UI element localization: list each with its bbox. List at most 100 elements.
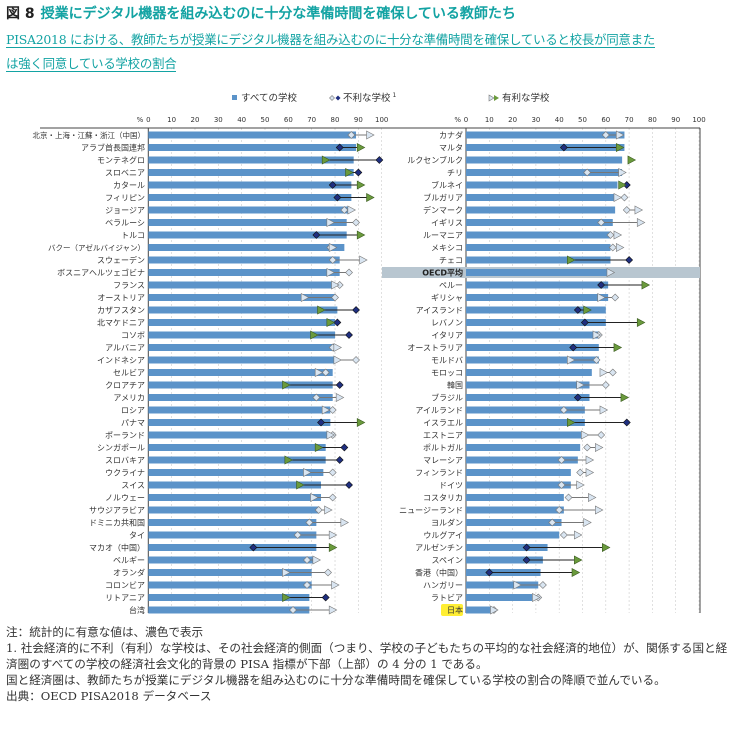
marker-advantaged	[613, 343, 623, 352]
marker-disadvantaged	[352, 306, 360, 314]
country-label: タイ	[129, 531, 145, 540]
marker-disadvantaged	[608, 243, 617, 252]
note-source: 出典：OECD PISA2018 データベース	[6, 689, 212, 703]
bar-all-schools	[148, 306, 338, 314]
marker-disadvantaged	[559, 143, 568, 152]
country-label: OECD平均	[422, 268, 463, 278]
country-label: サウジアラビア	[89, 506, 145, 515]
bar-all-schools	[466, 306, 606, 314]
marker-disadvantaged	[557, 456, 566, 464]
marker-advantaged	[366, 193, 375, 202]
bar-all-schools	[466, 406, 585, 414]
marker-disadvantaged	[340, 206, 349, 214]
bar-all-schools	[466, 194, 616, 201]
bar-all-schools	[148, 231, 347, 239]
country-label: アイスランド	[416, 306, 463, 315]
marker-disadvantaged	[333, 193, 342, 202]
marker-disadvantaged	[611, 293, 620, 302]
marker-advantaged	[571, 568, 581, 577]
country-label: フィリピン	[105, 194, 145, 203]
country-label: ドイツ	[439, 481, 463, 490]
marker-advantaged	[310, 330, 319, 340]
country-label: フランス	[113, 281, 145, 290]
x-tick-label: 90	[671, 116, 680, 124]
marker-advantaged	[333, 343, 342, 352]
country-label: ウルグアイ	[423, 530, 463, 540]
bar-all-schools	[466, 356, 599, 364]
marker-advantaged	[356, 180, 366, 190]
subtitle-line1: PISA2018 における、教師たちが授業にデジタル機器を組み込むのに十分な準備…	[6, 32, 656, 48]
country-label: ポーランド	[105, 431, 145, 440]
marker-advantaged	[583, 518, 592, 527]
country-label: デンマーク	[423, 205, 463, 215]
country-label: バクー（アゼルバイジャン）	[48, 243, 145, 253]
marker-disadvantaged	[606, 231, 615, 239]
country-label: セルビア	[113, 369, 145, 378]
marker-disadvantaged	[573, 393, 582, 402]
country-label: ブラジル	[431, 393, 463, 403]
marker-disadvantaged	[249, 543, 258, 552]
country-label: トルコ	[121, 231, 145, 240]
marker-advantaged	[331, 280, 340, 290]
country-label: アルバニア	[105, 344, 145, 353]
bar-all-schools	[148, 219, 347, 226]
marker-advantaged	[314, 368, 324, 377]
country-label: アルゼンチン	[415, 543, 463, 553]
bar-all-schools	[148, 131, 357, 139]
marker-disadvantaged	[625, 256, 634, 264]
country-label: ハンガリー	[423, 580, 463, 590]
country-label: レバノン	[431, 319, 463, 328]
bar-all-schools	[148, 431, 329, 439]
marker-advantaged	[627, 155, 637, 165]
marker-disadvantaged	[345, 481, 353, 489]
legend-disadv-diamond-icon	[335, 95, 341, 101]
bar-all-schools	[148, 569, 312, 576]
marker-disadvantaged	[321, 368, 330, 377]
marker-disadvantaged	[314, 506, 323, 514]
marker-disadvantaged	[620, 193, 629, 202]
country-label: チェコ	[439, 256, 463, 265]
marker-disadvantaged	[583, 168, 592, 177]
marker-advantaged	[615, 143, 625, 152]
subtitle-line2: は強く同意している学校の割合	[6, 56, 177, 72]
marker-disadvantaged	[592, 356, 601, 364]
country-label: ヨルダン	[431, 518, 463, 528]
marker-disadvantaged	[557, 481, 566, 489]
marker-disadvantaged	[321, 593, 330, 602]
x-tick-label: 70	[307, 116, 316, 124]
country-label: コソボ	[121, 331, 145, 340]
marker-disadvantaged	[328, 181, 337, 189]
marker-disadvantaged	[335, 456, 344, 464]
axis-unit: %	[137, 116, 144, 124]
bar-all-schools	[466, 556, 543, 564]
marker-disadvantaged	[580, 318, 589, 327]
marker-advantaged	[328, 530, 338, 540]
note-order: 国と経済圏は、教師たちが授業にデジタル機器を組み込むのに十分な準備時間を確保して…	[6, 673, 666, 687]
x-tick-label: 30	[531, 116, 540, 124]
country-label: 香港（中国）	[415, 568, 463, 578]
marker-advantaged	[574, 555, 583, 565]
bar-all-schools	[466, 494, 564, 501]
marker-advantaged	[588, 493, 597, 502]
bar-all-schools	[148, 519, 317, 526]
marker-advantaged	[592, 330, 602, 340]
legend-all-swatch	[232, 95, 237, 100]
x-tick-label: 60	[284, 116, 293, 124]
marker-advantaged	[618, 168, 627, 177]
marker-advantaged	[613, 193, 623, 202]
country-label: チリ	[447, 169, 463, 178]
country-label: コスタリカ	[423, 494, 463, 503]
marker-advantaged	[581, 430, 590, 440]
marker-advantaged	[328, 543, 338, 552]
country-label: カザフスタン	[97, 306, 145, 315]
marker-disadvantaged	[328, 468, 337, 477]
marker-advantaged	[345, 168, 354, 177]
country-label: ペルー	[439, 281, 463, 290]
country-label: ウクライナ	[105, 469, 145, 478]
country-label: オーストラリア	[407, 344, 463, 353]
marker-disadvantaged	[312, 393, 321, 402]
marker-advantaged	[615, 243, 625, 252]
bar-all-schools	[466, 206, 616, 214]
marker-advantaged	[585, 468, 595, 477]
marker-advantaged	[567, 355, 576, 365]
